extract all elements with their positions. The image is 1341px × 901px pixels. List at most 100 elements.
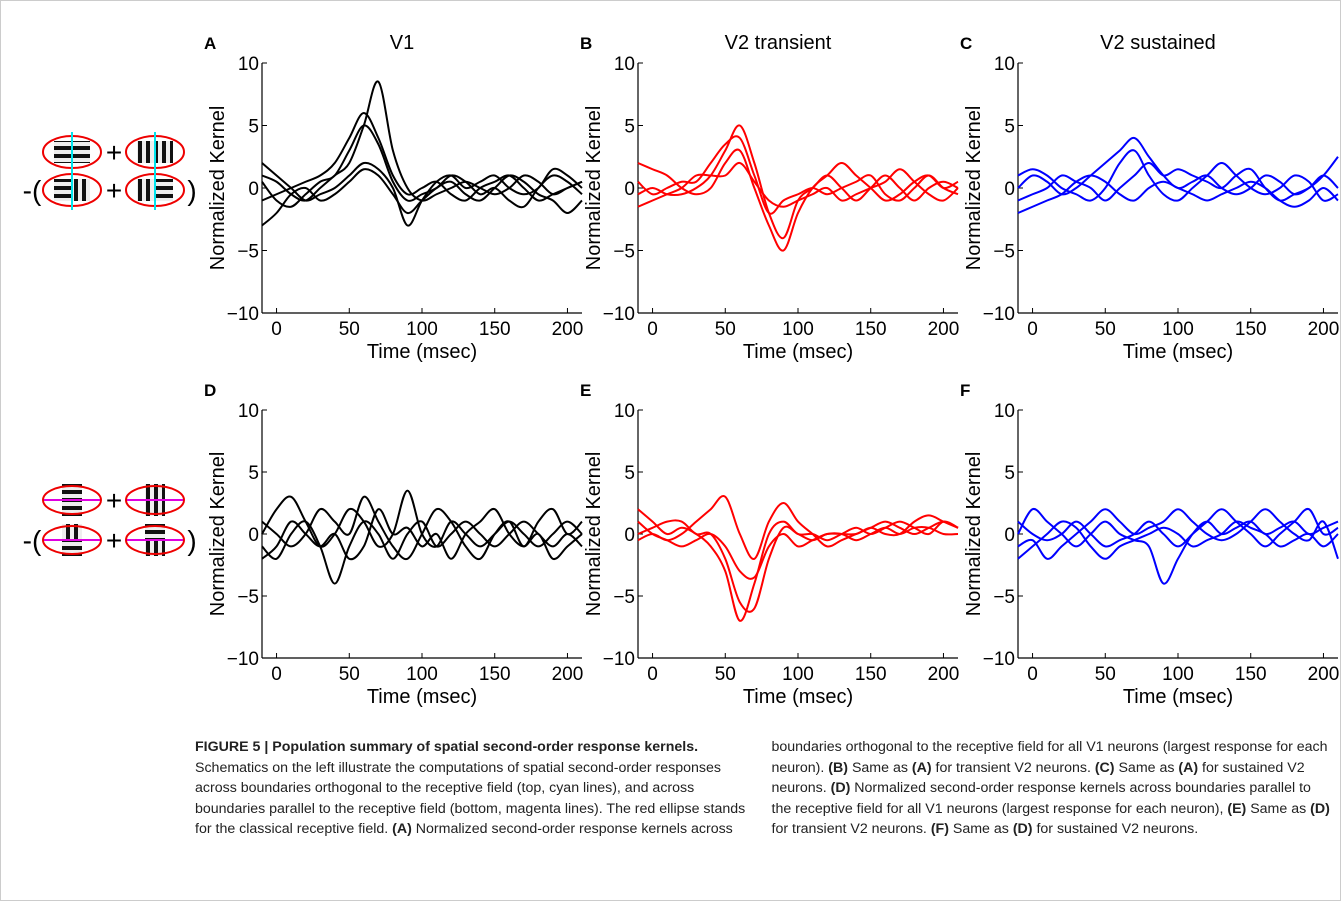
x-tick-label: 200 [1308, 319, 1340, 340]
rf-ellipse [42, 484, 102, 516]
y-tick-label: 0 [624, 179, 635, 200]
x-tick-label: 150 [1235, 664, 1267, 685]
x-tick-label: 200 [552, 319, 584, 340]
x-tick-label: 50 [1095, 664, 1116, 685]
y-tick-label: −5 [237, 242, 259, 263]
y-tick-label: 10 [238, 401, 259, 422]
kernel-line [1017, 508, 1339, 560]
y-tick-label: 0 [248, 525, 259, 546]
x-tick-label: 150 [479, 664, 511, 685]
kernel-line [1017, 161, 1339, 202]
x-tick-label: 200 [928, 319, 960, 340]
x-tick-label: 150 [855, 319, 887, 340]
x-tick-label: 100 [782, 664, 814, 685]
x-tick-label: 100 [406, 664, 438, 685]
caption-text: Normalized second-order response kernels… [411, 739, 1328, 837]
y-tick-label: −5 [613, 587, 635, 608]
x-tick-label: 50 [339, 319, 360, 340]
y-tick-label: 5 [624, 463, 635, 484]
close-paren: ) [187, 525, 196, 556]
x-tick-label: 100 [1162, 664, 1194, 685]
y-tick-label: 5 [624, 117, 635, 138]
kernel-line [261, 111, 583, 202]
y-tick-label: −5 [993, 242, 1015, 263]
x-tick-label: 200 [1308, 664, 1340, 685]
y-tick-label: −10 [983, 304, 1015, 325]
x-axis-label: Time (msec) [1123, 341, 1233, 363]
caption-text: for sustained V2 neurons. [1032, 821, 1199, 837]
x-tick-label: 0 [647, 319, 658, 340]
caption-bold: (C) [1094, 759, 1115, 776]
y-tick-label: −10 [603, 304, 635, 325]
x-axis-label: Time (msec) [1123, 686, 1233, 708]
caption: FIGURE 5 | Population summary of spatial… [195, 737, 1330, 840]
y-tick-label: 0 [248, 179, 259, 200]
x-tick-label: 50 [715, 664, 736, 685]
panel-title: V1 [390, 32, 414, 54]
caption-bold: (D) [1012, 821, 1033, 837]
rf-ellipse [42, 524, 102, 556]
x-tick-label: 0 [271, 319, 282, 340]
caption-bold: (A) [911, 759, 932, 776]
caption-text: Same as [1114, 759, 1179, 776]
y-tick-label: −10 [227, 304, 259, 325]
y-tick-label: −5 [993, 587, 1015, 608]
y-tick-label: −10 [227, 649, 259, 670]
x-tick-label: 50 [715, 319, 736, 340]
panel-letter: D [204, 381, 216, 400]
kernel-line [1017, 174, 1339, 214]
caption-bold: (E) [1227, 800, 1247, 817]
kernel-line [1017, 149, 1339, 202]
y-axis-label: Normalized Kernel [963, 106, 985, 271]
y-axis-label: Normalized Kernel [963, 452, 985, 617]
rf-ellipse [42, 170, 102, 210]
y-axis-label: Normalized Kernel [583, 452, 605, 617]
y-tick-label: 10 [238, 54, 259, 75]
x-tick-label: 150 [1235, 319, 1267, 340]
caption-bold: (F) [930, 821, 949, 837]
y-tick-label: 5 [248, 463, 259, 484]
x-axis-label: Time (msec) [743, 686, 853, 708]
caption-text: for sustained V2 neurons. [771, 759, 1305, 797]
rf-ellipse [125, 484, 185, 516]
rf-ellipse [125, 524, 185, 556]
kernel-line [1017, 520, 1339, 560]
y-tick-label: 10 [994, 54, 1015, 75]
kernel-line [261, 161, 583, 227]
caption-text: Schematics on the left illustrate the co… [195, 759, 746, 838]
y-tick-label: 0 [1004, 525, 1015, 546]
panel-letter: B [580, 34, 592, 53]
x-tick-label: 50 [1095, 319, 1116, 340]
kernel-line [637, 514, 959, 580]
caption-text: for transient V2 neurons. [931, 759, 1095, 776]
kernel-line [1017, 507, 1339, 548]
caption-bold: FIGURE 5 | Population summary of spatial… [195, 739, 699, 755]
panel-title: V2 sustained [1100, 32, 1216, 54]
plus: + [106, 137, 122, 168]
caption-text: Same as [1246, 800, 1311, 817]
caption-bold: (D) [830, 780, 851, 796]
kernel-line [637, 135, 959, 215]
caption-bold: (A) [392, 821, 412, 837]
kernel-line [261, 495, 583, 561]
y-tick-label: 0 [624, 525, 635, 546]
kernel-line [1017, 136, 1339, 196]
kernel-line [261, 520, 583, 585]
x-tick-label: 100 [782, 319, 814, 340]
open-paren: -( [23, 525, 42, 556]
y-axis-label: Normalized Kernel [207, 452, 229, 617]
y-tick-label: 10 [614, 54, 635, 75]
x-tick-label: 0 [647, 664, 658, 685]
kernel-line [637, 519, 959, 613]
figure: + -( + ) + -( + ) A V1 Normalized Kernel Ti… [23, 32, 1340, 708]
caption-text: Same as [848, 759, 912, 776]
x-tick-label: 100 [1162, 319, 1194, 340]
plus: + [106, 175, 122, 206]
plus: + [106, 485, 122, 516]
y-axis-label: Normalized Kernel [207, 106, 229, 271]
caption-bold: (A) [1178, 759, 1199, 776]
panel-title: V2 transient [725, 32, 832, 54]
caption-text: for transient V2 neurons. [771, 821, 931, 837]
x-tick-label: 100 [406, 319, 438, 340]
y-axis-label: Normalized Kernel [583, 106, 605, 271]
